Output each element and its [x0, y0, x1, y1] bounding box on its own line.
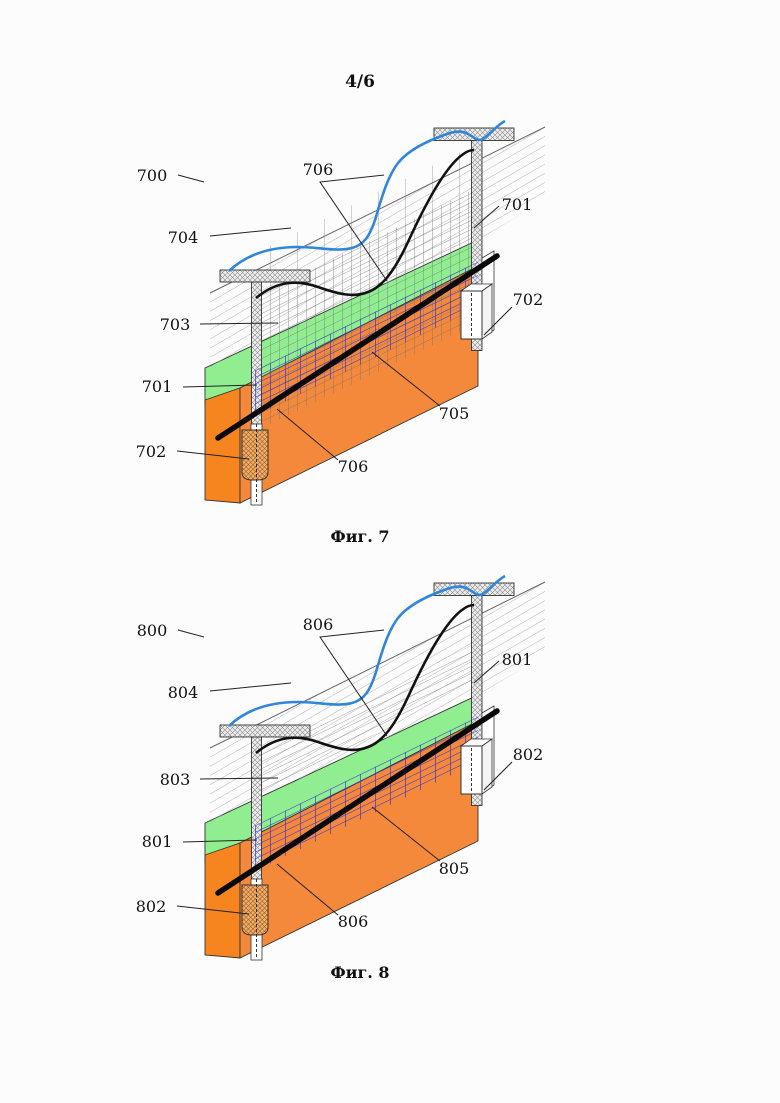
reference-labels: 800 806 801 804 803 801 802 805 806 802: [136, 615, 544, 931]
label-anchor-left: 802: [136, 897, 167, 916]
leader-overall: [177, 174, 205, 183]
sensor-cable-blue: [228, 119, 506, 272]
leader-lines: [176, 174, 513, 461]
ground-cable: [215, 708, 500, 896]
leader-cables-bottom: [276, 863, 339, 916]
label-fence: 705: [439, 404, 470, 423]
leader-cables-top: [319, 629, 388, 737]
leader-fence: [371, 351, 441, 407]
label-post-right: 701: [502, 195, 533, 214]
label-anchor-right: 802: [513, 745, 544, 764]
leader-post-left: [182, 384, 258, 388]
leader-post-right: [473, 660, 500, 684]
right-anchor-box-group: [459, 283, 494, 340]
label-cables-bottom: 706: [338, 457, 369, 476]
label-post-left: 701: [142, 377, 173, 396]
leader-lines: [176, 629, 513, 916]
label-mesh: 703: [160, 315, 191, 334]
label-cables-top: 706: [303, 160, 334, 179]
sensor-cable-blue: [228, 574, 506, 727]
left-post-cap: [219, 724, 311, 738]
label-cables-bottom: 806: [338, 912, 369, 931]
figure-7-drawing: 700 706 701 704 703 701 702 705 706 702: [136, 119, 546, 506]
horizontal-wires: [258, 645, 472, 795]
label-mesh: 803: [160, 770, 191, 789]
leader-post-left: [182, 839, 258, 843]
label-anchor-right: 702: [513, 290, 544, 309]
label-panel: 804: [168, 683, 199, 702]
label-overall: 700: [137, 166, 168, 185]
leader-anchor-right: [483, 761, 513, 791]
ground-cable: [215, 253, 500, 441]
right-anchor-box-side: [481, 283, 493, 340]
panel-vertical-wires: [261, 146, 472, 296]
leader-panel: [209, 682, 292, 692]
figure-8-drawing: 800 806 801 804 803 801 802 805 806 802: [136, 574, 546, 961]
leader-anchor-left: [176, 905, 250, 915]
right-anchor-box-group: [459, 738, 494, 795]
right-anchor-box-side: [481, 738, 493, 795]
sensor-cable-black: [255, 148, 475, 300]
label-post-right: 801: [502, 650, 533, 669]
left-anchor-box: [241, 429, 269, 481]
leader-overall: [177, 629, 205, 638]
leader-panel: [209, 227, 292, 237]
leader-fence: [371, 806, 441, 862]
left-anchor-box: [241, 884, 269, 936]
leader-post-right: [473, 205, 500, 229]
label-panel: 704: [168, 228, 199, 247]
sheet-number: 4/6: [345, 72, 375, 92]
label-overall: 800: [137, 621, 168, 640]
label-cables-top: 806: [303, 615, 334, 634]
leader-anchor-right: [483, 306, 513, 336]
sensor-cable-black: [255, 603, 475, 755]
label-fence: 805: [439, 859, 470, 878]
leader-cables-bottom: [276, 408, 339, 461]
left-post-cap: [219, 269, 311, 283]
figure-7-caption: Фиг. 7: [330, 527, 390, 546]
berm-end-face: [204, 387, 241, 504]
leader-mesh: [199, 777, 279, 780]
label-post-left: 801: [142, 832, 173, 851]
left-anchor-assembly: [241, 423, 269, 506]
reference-labels: 700 706 701 704 703 701 702 705 706 702: [136, 160, 544, 476]
leader-mesh: [199, 322, 279, 325]
figure-8-caption: Фиг. 8: [330, 963, 390, 982]
berm-end-face: [204, 842, 241, 959]
leader-anchor-left: [176, 450, 250, 460]
leader-cables-top: [319, 174, 388, 282]
label-anchor-left: 702: [136, 442, 167, 461]
left-anchor-assembly: [241, 878, 269, 961]
